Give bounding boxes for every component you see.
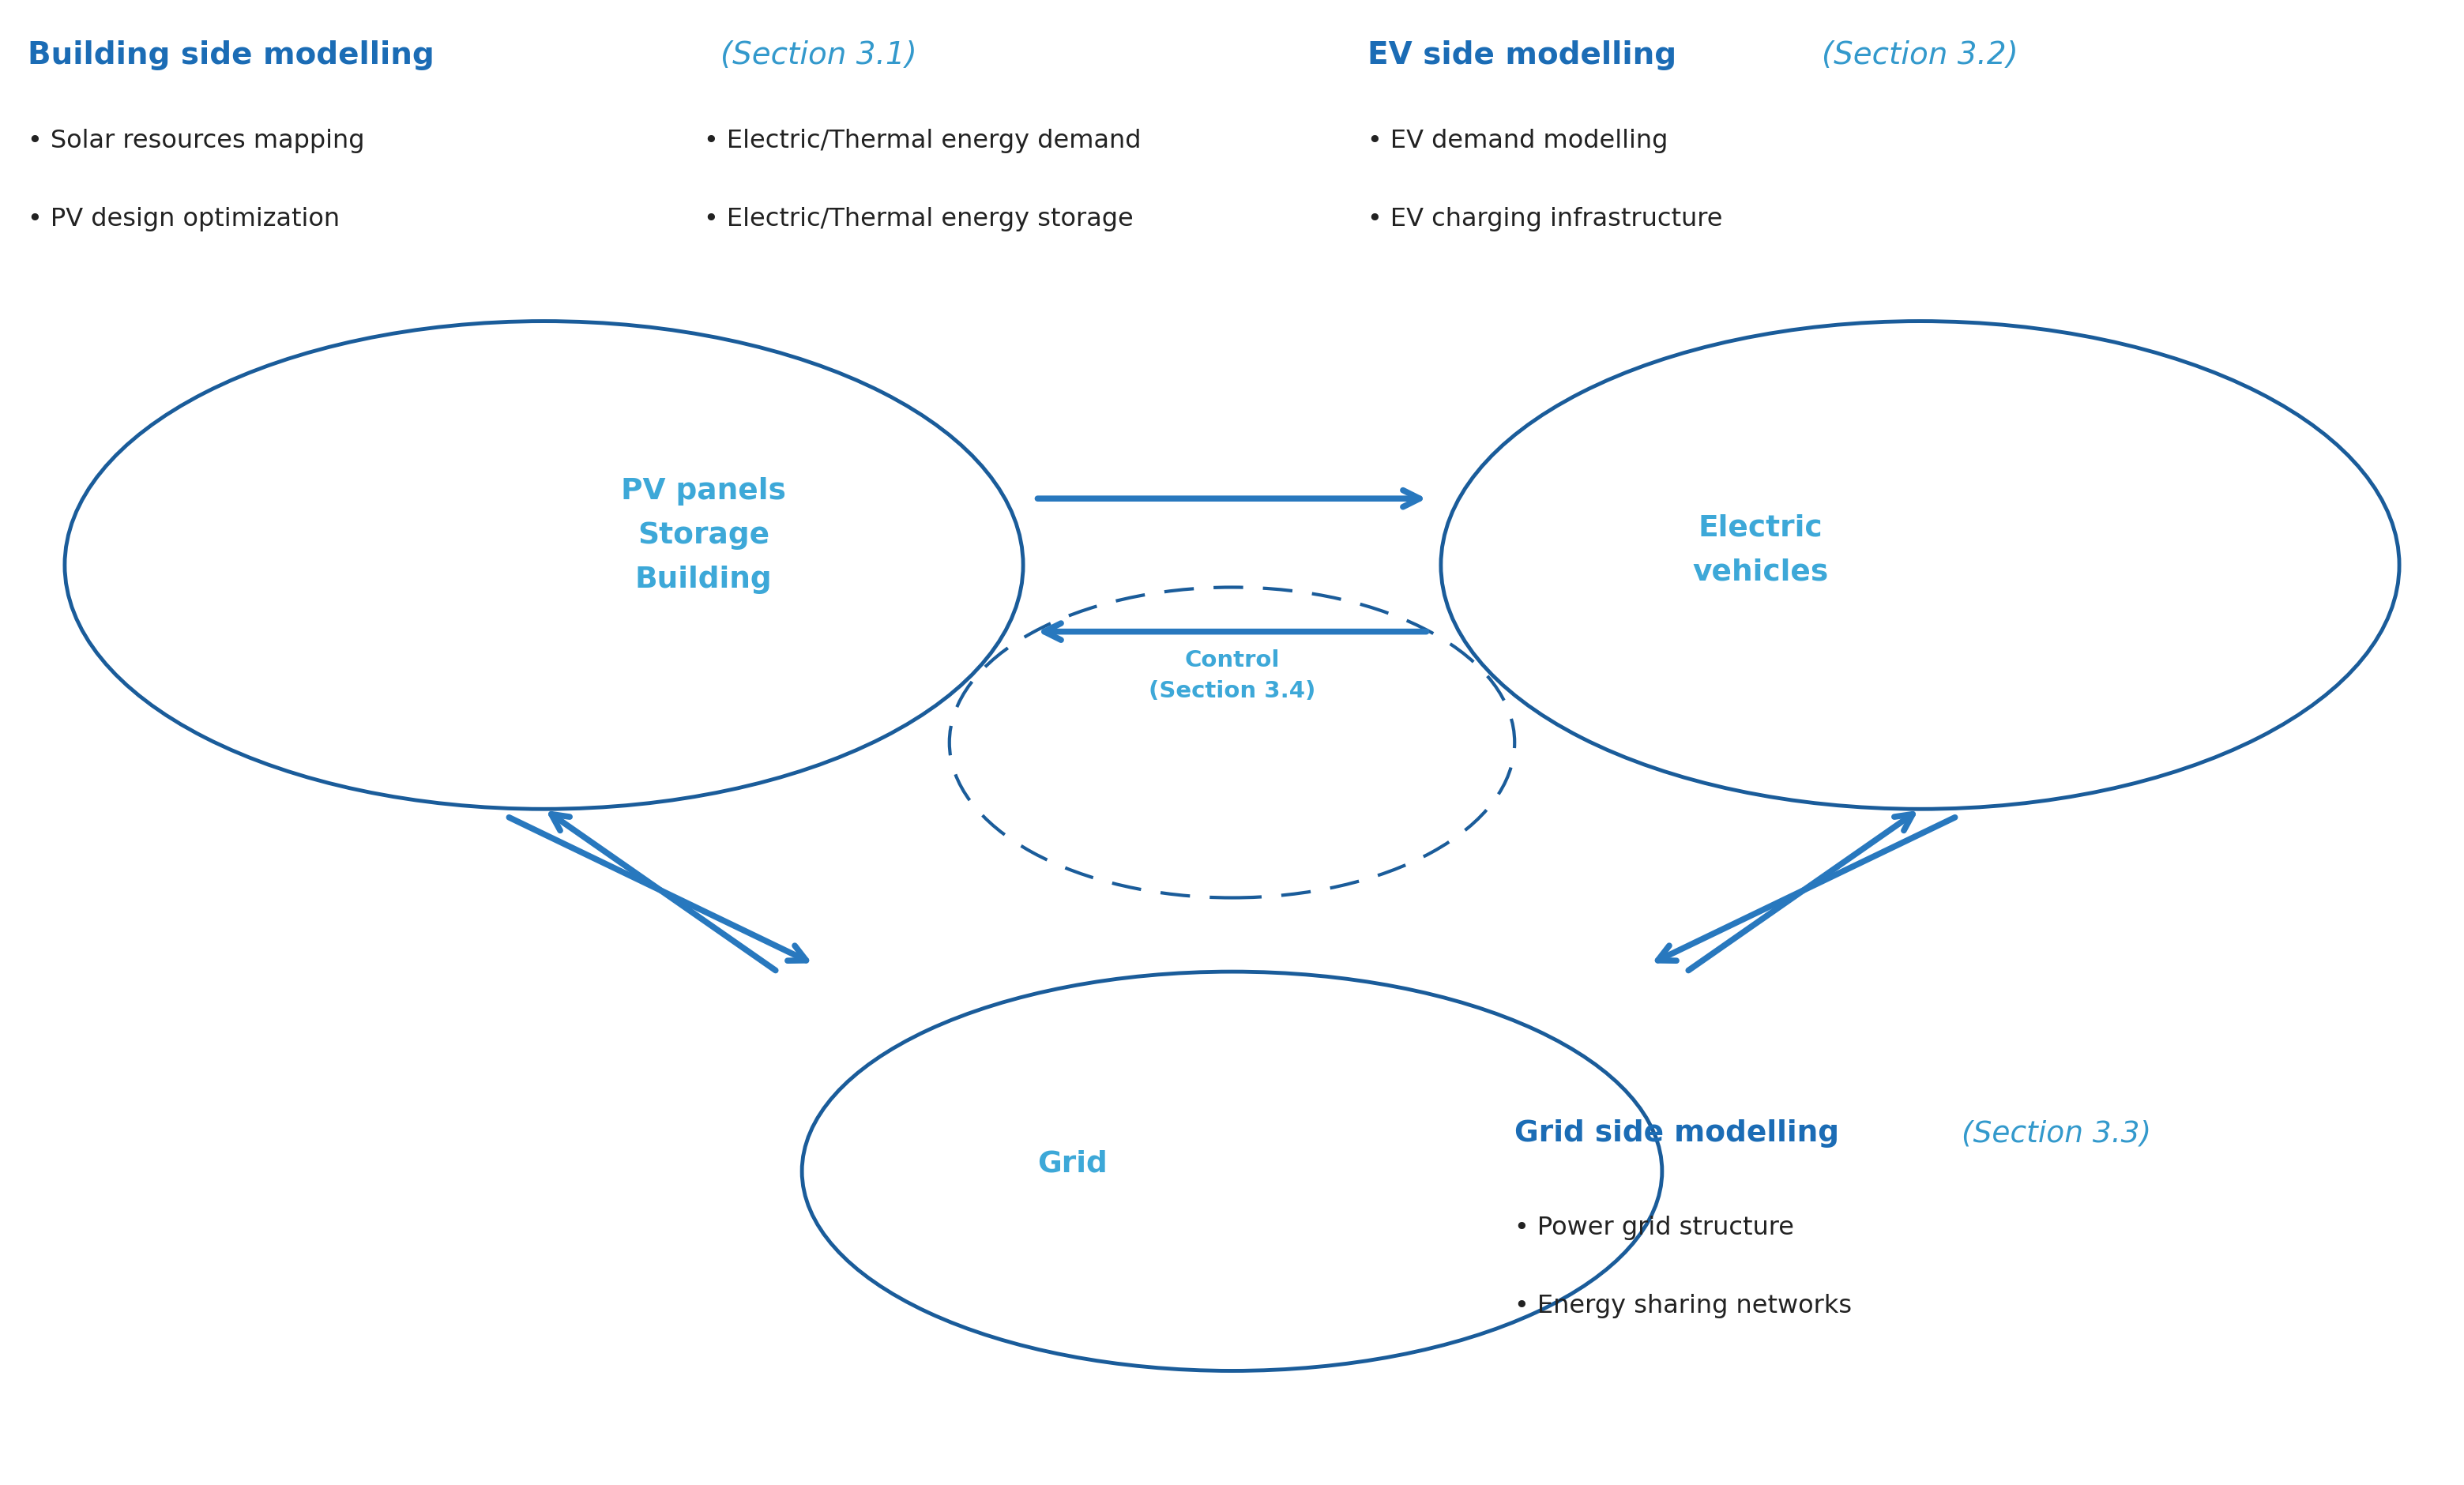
Text: • Power grid structure: • Power grid structure [1515,1216,1794,1240]
Text: Control
(Section 3.4): Control (Section 3.4) [1148,649,1316,702]
Text: • EV demand modelling: • EV demand modelling [1368,129,1668,153]
Text: Electric
vehicles: Electric vehicles [1693,514,1828,587]
Text: • Electric/Thermal energy storage: • Electric/Thermal energy storage [705,208,1133,232]
Text: • PV design optimization: • PV design optimization [27,208,340,232]
Text: Building side modelling: Building side modelling [27,40,446,70]
Text: Grid: Grid [1037,1149,1106,1178]
Text: Grid side modelling: Grid side modelling [1515,1120,1850,1148]
Text: PV panels
Storage
Building: PV panels Storage Building [621,477,786,594]
Text: • Energy sharing networks: • Energy sharing networks [1515,1293,1853,1319]
Text: (Section 3.1): (Section 3.1) [722,40,917,70]
Text: • EV charging infrastructure: • EV charging infrastructure [1368,208,1722,232]
Text: EV side modelling: EV side modelling [1368,40,1688,70]
Text: (Section 3.3): (Section 3.3) [1961,1120,2151,1148]
Text: • Solar resources mapping: • Solar resources mapping [27,129,365,153]
Text: (Section 3.2): (Section 3.2) [1821,40,2018,70]
Text: • Electric/Thermal energy demand: • Electric/Thermal energy demand [705,129,1141,153]
